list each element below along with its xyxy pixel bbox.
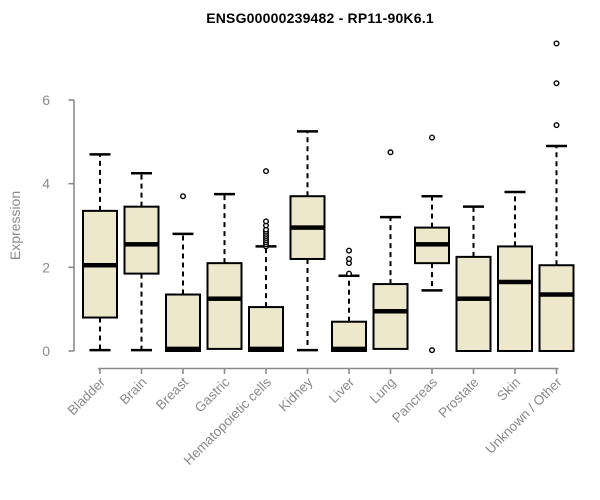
outlier-point [553,122,560,129]
x-tick-label-pancreas: Pancreas [389,374,440,425]
outlier-point [346,255,353,262]
iqr-box [331,320,367,352]
median-line [415,242,449,247]
median-line [498,279,532,285]
iqr-box [455,255,492,353]
iqr-box [372,283,409,350]
y-axis-title: Expression [7,191,23,260]
median-line [249,346,283,352]
median-line [207,296,242,301]
y-axis: 0 2 4 6 Expression [7,92,75,359]
outlier-point [429,347,436,354]
outlier-point [346,270,353,277]
outlier-point [553,80,560,87]
iqr-box [248,306,284,352]
outlier-point [553,40,560,47]
boxplot-lung [372,149,409,350]
boxplot-skin [497,190,533,352]
x-tick-label-breast: Breast [153,374,191,412]
iqr-box [123,205,160,275]
median-line [83,262,117,268]
x-tick-label-unknown-other: Unknown / Other [482,374,565,457]
iqr-box [206,262,243,350]
boxplot-liver [331,247,367,352]
outlier-point [346,247,353,254]
boxplot-pancreas [414,134,450,354]
boxplot-breast [165,193,201,352]
outlier-point [429,134,436,141]
x-tick-label-skin: Skin [494,375,523,404]
x-tick-label-liver: Liver [326,374,358,406]
median-line [290,225,325,230]
median-line [456,296,491,301]
x-tick-label-prostate: Prostate [435,375,481,421]
x-tick-label-kidney: Kidney [276,374,316,414]
boxplot-hematopoietic-cells [248,168,284,352]
y-tick-label: 4 [42,176,50,192]
x-tick-label-bladder: Bladder [65,374,109,418]
median-line [373,309,408,314]
y-tick-label: 6 [42,92,50,108]
boxplot-unknown-other [538,40,575,352]
outlier-point [263,168,270,175]
y-tick-label: 0 [42,343,50,359]
median-line [539,292,574,297]
y-tick-label: 2 [42,259,50,275]
x-tick-label-brain: Brain [117,375,150,408]
boxplot-kidney [289,130,326,352]
median-line [332,346,366,352]
chart-title: ENSG00000239482 - RP11-90K6.1 [206,10,434,26]
boxplot-brain [123,171,160,352]
outlier-point [387,149,394,156]
iqr-box [497,245,533,352]
outlier-point [263,218,270,225]
boxplot-bladder [82,153,118,352]
median-line [124,242,159,247]
boxplot-gastric [206,192,243,350]
x-tick-label-lung: Lung [367,375,399,407]
boxplot-prostate [455,205,492,353]
iqr-box [538,264,575,352]
outlier-point [179,193,186,200]
iqr-box [165,293,201,352]
median-line [166,346,200,352]
x-tick-label-gastric: Gastric [192,374,233,415]
